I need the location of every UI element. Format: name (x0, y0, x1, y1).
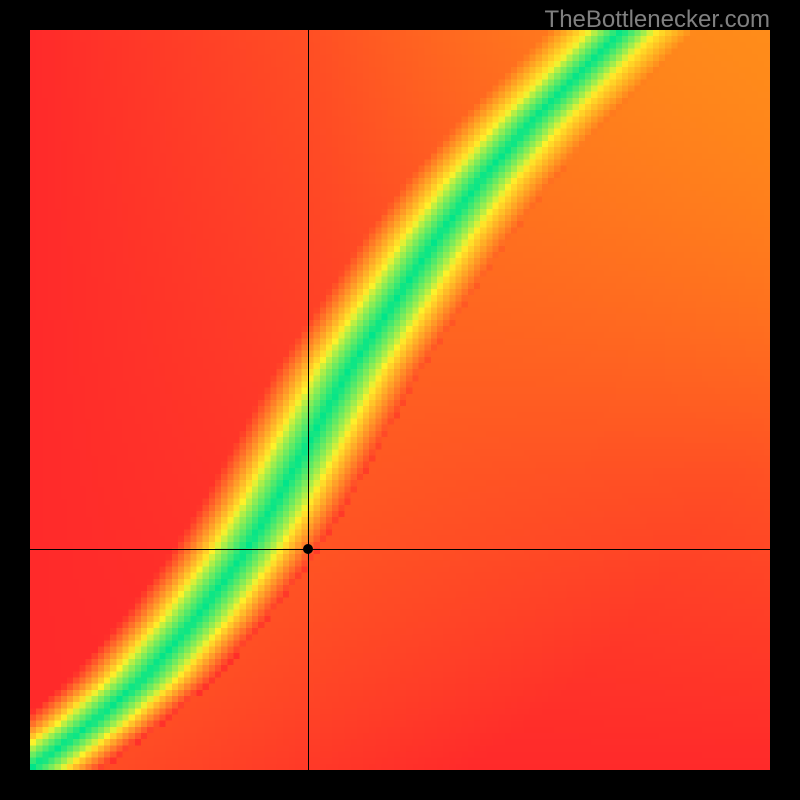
bottleneck-heatmap (30, 30, 770, 770)
heatmap-canvas (30, 30, 770, 770)
crosshair-vertical (308, 30, 309, 770)
crosshair-marker (303, 544, 313, 554)
watermark-text: TheBottlenecker.com (545, 6, 770, 34)
crosshair-horizontal (30, 549, 770, 550)
